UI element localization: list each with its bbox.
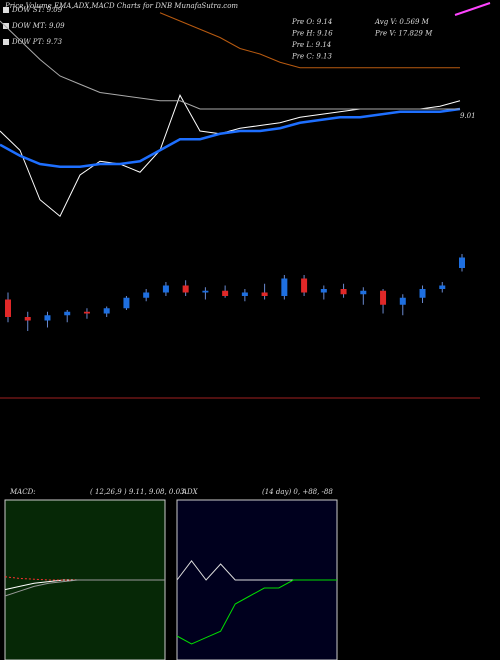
candle-body <box>340 289 347 295</box>
candle-body <box>24 317 31 321</box>
candle-body <box>419 289 426 298</box>
candle-body <box>439 285 446 289</box>
series-line <box>176 579 337 645</box>
dow-label: DOW MT: 9.09 <box>11 22 65 30</box>
candle-body <box>83 311 90 314</box>
candle-body <box>320 289 327 293</box>
price-stat: Pre H: 9.16 <box>291 30 333 38</box>
candle-body <box>103 308 110 314</box>
price-stat: Pre C: 9.13 <box>291 53 332 61</box>
volume-stat: Avg V: 0.569 M <box>374 18 430 26</box>
candle-body <box>64 311 71 316</box>
candle-body <box>360 290 367 295</box>
series-line <box>159 12 460 69</box>
candle-body <box>281 278 288 296</box>
candle-body <box>399 297 406 305</box>
candle-body <box>202 290 209 293</box>
candle-body <box>143 292 150 298</box>
candle-body <box>182 285 189 293</box>
candle-body <box>241 292 248 296</box>
series-line <box>4 579 165 597</box>
dow-label: DOW ST: 9.09 <box>11 6 63 14</box>
dow-icon <box>3 23 9 29</box>
candle-body <box>301 278 308 293</box>
price-stat: Pre L: 9.14 <box>291 41 331 49</box>
panel-subtitle: (14 day) 0, +88, -88 <box>262 488 333 496</box>
dow-icon <box>3 39 9 45</box>
candle-body <box>459 257 465 268</box>
series-line <box>0 20 460 110</box>
candle-body <box>44 315 51 321</box>
price-stat: Pre O: 9.14 <box>291 18 332 26</box>
dow-icon <box>3 7 9 13</box>
dow-label: DOW PT: 9.73 <box>11 38 63 46</box>
candle-body <box>123 297 130 309</box>
annotation: 9.01 <box>460 112 476 120</box>
candle-body <box>162 285 169 293</box>
chart-title: Price,Volume,EMA,ADX,MACD Charts for DNB… <box>4 2 238 10</box>
panel-title: ADX <box>181 488 199 496</box>
series-line <box>0 107 461 168</box>
candle-body <box>261 292 268 296</box>
candle-body <box>380 290 387 305</box>
panel-subtitle: ( 12,26,9 ) 9.11, 9.08, 0.03 <box>90 488 185 496</box>
candle-body <box>5 299 11 317</box>
candle-body <box>222 290 229 296</box>
panel-title: MACD: <box>9 488 36 496</box>
trend-mark <box>454 2 491 16</box>
volume-stat: Pre V: 17.829 M <box>374 30 433 38</box>
